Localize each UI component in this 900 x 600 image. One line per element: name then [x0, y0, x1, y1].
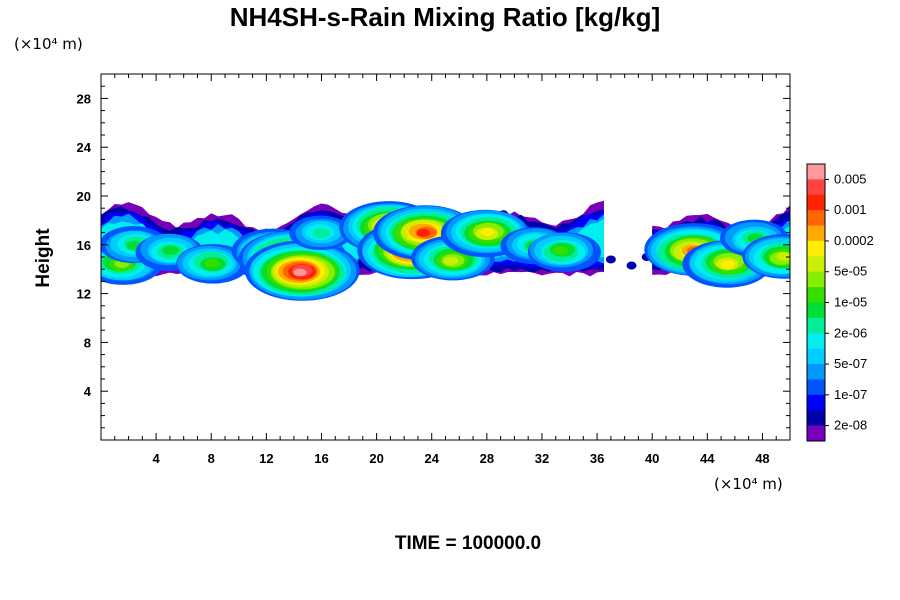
y-tick-label: 24: [77, 140, 92, 155]
x-unit-label: (×10⁴ m): [714, 475, 783, 493]
colorbar-swatch: [807, 379, 825, 396]
colorbar-label: 2e-08: [834, 418, 867, 433]
colorbar-label: 1e-07: [834, 387, 867, 402]
y-tick-label: 8: [84, 335, 91, 350]
x-tick-label: 16: [314, 451, 328, 466]
y-tick-label: 12: [77, 287, 91, 302]
plot-field: [101, 200, 790, 301]
y-unit-label: (×10⁴ m): [14, 35, 83, 53]
intensity-cell: [552, 246, 569, 256]
colorbar-swatch: [807, 225, 825, 242]
intensity-cell: [312, 228, 331, 239]
colorbar-label: 0.0002: [834, 233, 874, 248]
time-label: TIME = 100000.0: [395, 533, 541, 554]
x-tick-label: 36: [590, 451, 604, 466]
colorbar-swatch: [807, 394, 825, 411]
x-tick-label: 44: [700, 451, 715, 466]
colorbar-label: 2e-06: [834, 325, 867, 340]
colorbar-swatch: [807, 287, 825, 303]
colorbar-swatch: [807, 271, 825, 288]
colorbar-label: 1e-05: [834, 295, 867, 310]
colorbar-swatch: [807, 194, 825, 211]
y-tick-label: 16: [77, 238, 91, 253]
y-axis-label: Height: [33, 228, 54, 288]
chart-title: NH4SH-s-Rain Mixing Ratio [kg/kg]: [230, 2, 660, 32]
colorbar-swatch: [807, 179, 825, 196]
x-tick-label: 20: [369, 451, 383, 466]
y-tick-label: 20: [77, 189, 91, 204]
intensity-cell: [293, 268, 307, 277]
colorbar-swatch: [807, 348, 825, 365]
colorbar-swatch: [807, 364, 825, 380]
colorbar-swatch: [807, 256, 825, 273]
intensity-cell: [480, 227, 495, 237]
colorbar-swatch: [807, 164, 825, 180]
intensity-cell: [204, 258, 221, 268]
y-tick-label: 4: [84, 384, 92, 399]
x-tick-label: 24: [424, 451, 439, 466]
intensity-cell: [162, 245, 179, 256]
colorbar-label: 5e-05: [834, 264, 867, 279]
x-tick-label: 32: [535, 451, 549, 466]
x-tick-label: 28: [480, 451, 494, 466]
colorbar-swatch: [807, 302, 825, 319]
colorbar-swatch: [807, 240, 825, 257]
x-tick-label: 8: [208, 451, 215, 466]
intensity-cell: [416, 228, 431, 237]
colorbar: 0.005 0.001 0.0002 5e-05 1e-05 2e-06 5e-07 1e-0…: [806, 163, 874, 442]
cloud-blob: [605, 255, 616, 264]
colorbar-label: 0.001: [834, 202, 867, 217]
y-tick-label: 28: [77, 91, 91, 106]
intensity-cell: [776, 252, 790, 261]
colorbar-swatch: [807, 425, 825, 442]
x-tick-label: 4: [153, 451, 161, 466]
colorbar-swatch: [807, 210, 825, 226]
colorbar-swatch: [807, 410, 825, 426]
x-axis: 4 8 12 16 20 24 28 32 36 40 44 48: [114, 74, 777, 466]
x-tick-label: 12: [259, 451, 273, 466]
intensity-cell: [720, 260, 736, 269]
x-tick-label: 48: [755, 451, 769, 466]
y-axis: 4 8 12 16 20 24 28: [77, 85, 790, 429]
colorbar-label: 5e-07: [834, 356, 867, 371]
x-tick-label: 40: [645, 451, 659, 466]
colorbar-swatch: [807, 333, 825, 349]
intensity-cell: [443, 256, 459, 266]
colorbar-label: 0.005: [834, 171, 867, 186]
colorbar-swatch: [807, 317, 825, 334]
cloud-blob: [626, 261, 637, 270]
